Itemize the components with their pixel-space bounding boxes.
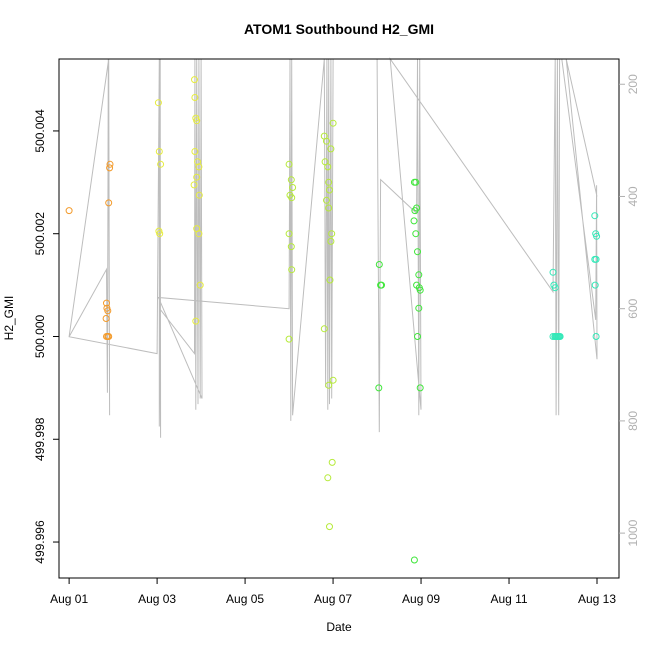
data-point bbox=[191, 76, 198, 84]
y-axis: 499.996 499.998 500.000 500.002 500.004 bbox=[33, 109, 59, 564]
data-point bbox=[287, 243, 295, 251]
data-point bbox=[412, 230, 420, 238]
data-point bbox=[591, 281, 599, 289]
data-point bbox=[287, 176, 295, 184]
data-point bbox=[105, 333, 113, 340]
data-point bbox=[192, 317, 200, 325]
data-point bbox=[195, 230, 203, 238]
data-point bbox=[155, 148, 163, 155]
data-point bbox=[591, 212, 599, 220]
data-point bbox=[191, 148, 199, 155]
data-point bbox=[556, 333, 564, 340]
data-point bbox=[104, 307, 112, 315]
data-point bbox=[193, 117, 201, 125]
data-point bbox=[191, 94, 199, 101]
data-point bbox=[190, 181, 198, 189]
x-axis: Aug 01 Aug 03 Aug 05 Aug 07 Aug 09 Aug 11 Aug … bbox=[50, 578, 616, 606]
y-tick-label: 500.004 bbox=[33, 109, 47, 153]
data-point bbox=[106, 164, 114, 172]
data-points bbox=[65, 76, 601, 564]
data-point bbox=[193, 173, 201, 181]
data-point bbox=[416, 384, 424, 392]
data-point bbox=[593, 232, 601, 240]
data-point bbox=[415, 304, 423, 312]
data-point bbox=[157, 160, 165, 168]
data-point bbox=[416, 286, 424, 294]
y2-tick-label: 1000 bbox=[626, 519, 640, 546]
data-point bbox=[411, 207, 419, 215]
y2-tick-label: 600 bbox=[626, 298, 640, 318]
secondary-y-axis: 200 400 600 800 1000 bbox=[619, 74, 640, 546]
data-point bbox=[410, 556, 418, 564]
data-point bbox=[328, 230, 336, 238]
data-point bbox=[412, 178, 420, 186]
data-point bbox=[375, 261, 383, 268]
x-tick-label: Aug 09 bbox=[402, 592, 440, 606]
x-tick-label: Aug 05 bbox=[226, 592, 264, 606]
data-point bbox=[320, 325, 328, 333]
data-point bbox=[106, 160, 114, 168]
y2-tick-label: 800 bbox=[626, 411, 640, 431]
chart-title: ATOM1 Southbound H2_GMI bbox=[244, 21, 434, 37]
data-point bbox=[288, 266, 296, 274]
data-point bbox=[326, 186, 333, 194]
data-point bbox=[288, 194, 296, 202]
data-point bbox=[65, 207, 73, 215]
data-point bbox=[328, 458, 336, 466]
data-point bbox=[375, 384, 383, 392]
y-tick-label: 500.002 bbox=[33, 212, 47, 256]
data-point bbox=[195, 191, 203, 199]
data-point bbox=[325, 381, 333, 389]
x-axis-label: Date bbox=[326, 620, 352, 634]
data-point bbox=[285, 230, 293, 238]
y2-tick-label: 200 bbox=[626, 74, 640, 94]
data-point bbox=[329, 376, 337, 384]
y2-tick-label: 400 bbox=[626, 186, 640, 206]
data-point bbox=[156, 230, 164, 238]
data-point bbox=[326, 276, 334, 284]
data-point bbox=[325, 204, 333, 212]
data-point bbox=[414, 333, 421, 340]
x-tick-label: Aug 01 bbox=[50, 592, 88, 606]
x-tick-label: Aug 03 bbox=[138, 592, 176, 606]
data-point bbox=[415, 271, 423, 279]
x-tick-label: Aug 07 bbox=[314, 592, 352, 606]
y-axis-label: H2_GMI bbox=[2, 296, 16, 341]
data-point bbox=[410, 217, 418, 225]
data-point bbox=[324, 163, 332, 171]
data-point bbox=[285, 160, 293, 168]
y-tick-label: 499.996 bbox=[33, 520, 47, 564]
data-point bbox=[325, 178, 333, 186]
data-point bbox=[592, 255, 600, 263]
connecting-lines bbox=[68, 57, 598, 438]
y-tick-label: 499.998 bbox=[33, 417, 47, 461]
y-tick-label: 500.000 bbox=[33, 314, 47, 358]
data-point bbox=[285, 335, 293, 343]
data-point bbox=[105, 199, 113, 207]
data-point bbox=[327, 237, 335, 245]
data-point bbox=[378, 281, 385, 289]
data-point bbox=[194, 158, 202, 166]
data-point bbox=[324, 474, 332, 482]
data-point bbox=[329, 119, 337, 127]
data-point bbox=[289, 184, 297, 191]
series-line bbox=[68, 57, 598, 438]
data-point bbox=[592, 333, 600, 340]
x-tick-label: Aug 13 bbox=[578, 592, 616, 606]
data-point bbox=[326, 523, 333, 531]
data-point bbox=[196, 281, 204, 289]
data-point bbox=[327, 145, 335, 153]
data-point bbox=[195, 163, 203, 171]
data-point bbox=[154, 99, 162, 107]
data-point bbox=[103, 299, 110, 307]
data-point bbox=[414, 248, 421, 256]
data-point bbox=[551, 284, 559, 292]
data-point bbox=[323, 137, 330, 145]
data-point bbox=[102, 315, 110, 322]
data-point bbox=[549, 268, 557, 276]
x-tick-label: Aug 11 bbox=[490, 592, 527, 606]
data-point bbox=[323, 196, 330, 204]
plot-frame bbox=[58, 58, 620, 579]
